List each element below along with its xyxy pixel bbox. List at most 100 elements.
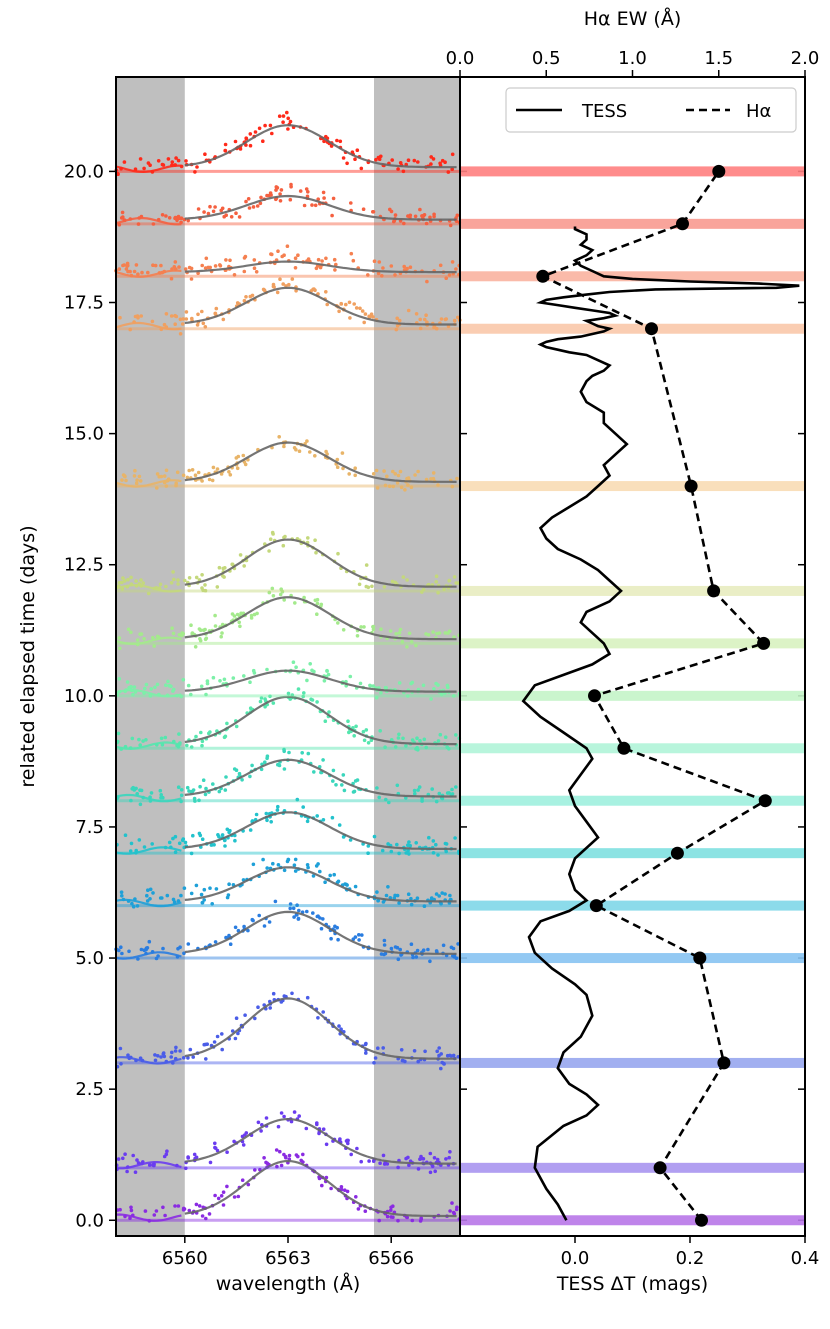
data-point xyxy=(357,582,362,587)
data-point xyxy=(142,166,146,171)
data-point xyxy=(199,684,204,689)
data-point xyxy=(187,576,192,580)
data-point xyxy=(275,290,280,295)
epoch-band xyxy=(460,638,805,649)
right-x-axis-label: TESS ΔT (mags) xyxy=(556,1273,708,1295)
data-point xyxy=(352,734,357,738)
data-point xyxy=(116,1157,121,1161)
data-point xyxy=(429,477,433,481)
data-point xyxy=(117,267,122,271)
profile-day-11 xyxy=(115,586,462,651)
data-point xyxy=(232,767,237,771)
data-point xyxy=(372,259,377,264)
data-point xyxy=(184,1166,188,1171)
data-point xyxy=(429,162,433,166)
data-point xyxy=(302,203,307,208)
data-point xyxy=(437,894,442,898)
data-point xyxy=(279,1111,284,1115)
epoch-bands xyxy=(460,166,805,1226)
data-point xyxy=(253,1016,257,1021)
data-point xyxy=(396,736,401,740)
data-point xyxy=(134,579,138,583)
profile-day-14 xyxy=(115,435,460,492)
data-point xyxy=(221,1190,226,1194)
epoch-band xyxy=(460,166,805,177)
data-point xyxy=(180,631,184,635)
data-point xyxy=(178,1049,182,1053)
halpha-point xyxy=(588,689,601,703)
data-point xyxy=(399,1048,404,1052)
data-point xyxy=(275,1164,279,1169)
data-point xyxy=(415,736,419,740)
data-point xyxy=(193,170,197,174)
data-point xyxy=(436,483,440,487)
data-point xyxy=(429,697,433,701)
data-point xyxy=(220,833,225,837)
data-point xyxy=(397,318,402,323)
data-point xyxy=(257,126,262,131)
y-tick-label: 10.0 xyxy=(64,686,104,707)
data-point xyxy=(128,1216,132,1220)
data-point xyxy=(337,1024,341,1028)
data-point xyxy=(162,1054,167,1059)
data-point xyxy=(204,1057,208,1061)
epoch-band xyxy=(460,848,805,859)
data-point xyxy=(235,466,240,471)
data-point xyxy=(169,276,174,281)
data-point xyxy=(355,1146,359,1151)
x-tick-label: 6563 xyxy=(265,1248,311,1269)
data-point xyxy=(200,739,205,744)
data-point xyxy=(196,271,200,276)
data-point xyxy=(220,631,224,635)
data-point xyxy=(131,692,135,697)
data-point xyxy=(447,273,452,277)
data-point xyxy=(362,625,366,629)
data-point xyxy=(348,838,353,842)
data-point xyxy=(220,1032,224,1036)
data-point xyxy=(200,309,204,314)
data-point xyxy=(291,906,296,911)
data-point xyxy=(129,1208,134,1213)
data-point xyxy=(125,1169,129,1174)
data-point xyxy=(171,631,176,636)
data-point xyxy=(287,750,291,755)
data-point xyxy=(167,840,172,845)
profile-day-20 xyxy=(114,110,460,176)
data-point xyxy=(406,483,410,487)
data-point xyxy=(183,267,188,271)
data-point xyxy=(184,317,189,321)
data-point xyxy=(225,1184,229,1189)
data-point xyxy=(158,788,163,793)
data-point xyxy=(170,626,174,630)
data-point xyxy=(291,660,296,664)
data-point xyxy=(173,322,177,327)
data-point xyxy=(347,472,352,476)
data-point xyxy=(233,139,238,144)
data-point xyxy=(176,578,180,582)
data-point xyxy=(394,327,399,332)
continuum-line xyxy=(115,1161,182,1170)
data-point xyxy=(428,215,432,220)
epoch-band xyxy=(460,323,805,334)
data-point xyxy=(322,679,327,683)
data-point xyxy=(219,634,223,639)
data-point xyxy=(238,624,242,629)
data-point xyxy=(319,926,324,931)
data-point xyxy=(387,800,391,805)
data-point xyxy=(248,706,253,710)
data-point xyxy=(281,282,286,286)
data-point xyxy=(139,947,144,952)
data-point xyxy=(254,270,259,274)
data-point xyxy=(452,318,457,323)
data-point xyxy=(412,788,417,793)
data-point xyxy=(281,120,285,124)
data-point xyxy=(117,222,122,227)
data-point xyxy=(193,473,198,478)
data-point xyxy=(383,951,388,956)
data-point xyxy=(181,1056,186,1060)
x-tick-label: 0.2 xyxy=(676,1248,705,1269)
data-point xyxy=(132,474,137,478)
data-point xyxy=(215,585,220,589)
data-point xyxy=(264,1116,269,1120)
data-point xyxy=(443,735,448,739)
